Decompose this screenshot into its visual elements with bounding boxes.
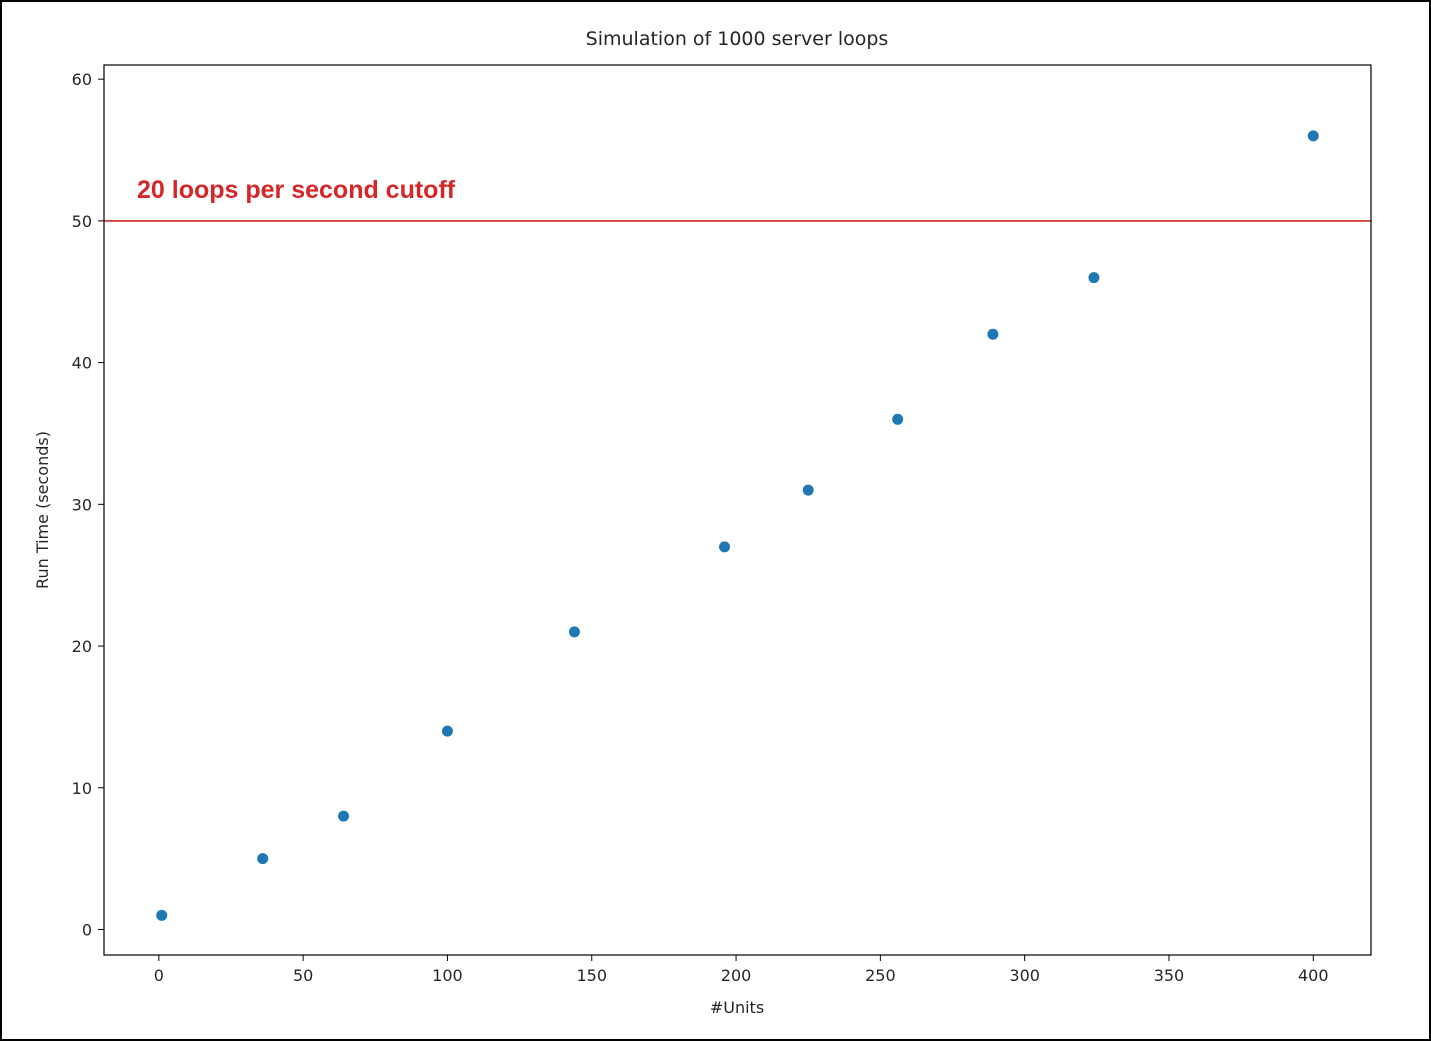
- data-point: [987, 328, 999, 340]
- data-point: [441, 725, 453, 737]
- y-tick-label: 40: [72, 354, 92, 373]
- data-point: [156, 909, 168, 921]
- y-tick-label: 20: [72, 637, 92, 656]
- x-tick-label: 0: [154, 966, 164, 985]
- data-point: [1088, 272, 1100, 284]
- cutoff-annotation: 20 loops per second cutoff: [137, 176, 456, 204]
- data-point: [568, 626, 580, 638]
- data-point: [892, 413, 904, 425]
- x-axis-ticks: 0 50 100 150 200 250 300 350 400: [154, 955, 1329, 985]
- x-tick-label: 350: [1154, 966, 1185, 985]
- x-tick-label: 250: [865, 966, 896, 985]
- axes-frame: [103, 64, 1372, 956]
- x-tick-label: 400: [1298, 966, 1329, 985]
- data-point: [802, 484, 814, 496]
- data-point: [257, 853, 269, 865]
- y-tick-label: 0: [82, 920, 92, 939]
- x-tick-label: 150: [576, 966, 607, 985]
- plot-area: 20 loops per second cutoff: [104, 130, 1371, 921]
- x-tick-label: 300: [1009, 966, 1040, 985]
- data-point: [338, 810, 350, 822]
- y-tick-label: 30: [72, 495, 92, 514]
- x-tick-label: 200: [721, 966, 752, 985]
- data-point: [1307, 130, 1319, 142]
- x-axis-label: #Units: [710, 998, 764, 1017]
- x-tick-label: 50: [293, 966, 313, 985]
- y-axis-label: Run Time (seconds): [33, 431, 52, 589]
- y-tick-label: 50: [72, 212, 92, 231]
- x-tick-label: 100: [432, 966, 463, 985]
- chart-title: Simulation of 1000 server loops: [586, 28, 889, 50]
- y-axis-ticks: 0 10 20 30 40 50 60: [72, 70, 104, 939]
- y-tick-label: 10: [72, 779, 92, 798]
- data-point: [719, 541, 731, 553]
- y-tick-label: 60: [72, 70, 92, 89]
